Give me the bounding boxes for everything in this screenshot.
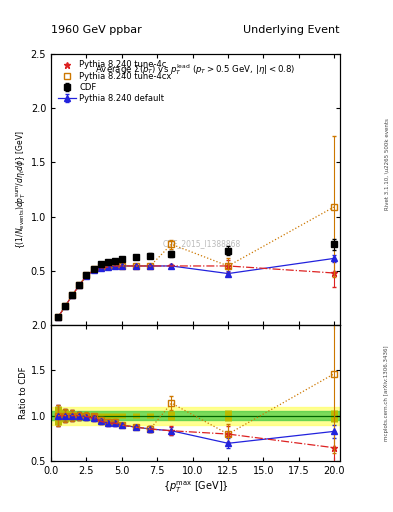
Pythia 8.240 tune-4c bbox=[105, 264, 110, 270]
Bar bbox=[51, 411, 340, 420]
Pythia 8.240 tune-4c bbox=[70, 292, 75, 298]
Pythia 8.240 tune-4cx bbox=[148, 263, 152, 269]
Pythia 8.240 tune-4c bbox=[77, 282, 82, 288]
Pythia 8.240 tune-4c bbox=[332, 270, 337, 276]
Pythia 8.240 tune-4cx bbox=[112, 262, 117, 268]
Pythia 8.240 tune-4cx bbox=[56, 314, 61, 320]
Pythia 8.240 tune-4c bbox=[226, 263, 230, 269]
Pythia 8.240 tune-4cx bbox=[77, 282, 82, 288]
Line: Pythia 8.240 tune-4c: Pythia 8.240 tune-4c bbox=[55, 263, 338, 321]
Pythia 8.240 tune-4cx bbox=[134, 263, 138, 269]
Pythia 8.240 tune-4c bbox=[119, 263, 124, 269]
Line: Pythia 8.240 tune-4cx: Pythia 8.240 tune-4cx bbox=[55, 204, 338, 320]
Pythia 8.240 tune-4c bbox=[169, 263, 174, 269]
Text: Rivet 3.1.10, \u2265 500k events: Rivet 3.1.10, \u2265 500k events bbox=[384, 118, 389, 210]
Pythia 8.240 tune-4cx bbox=[119, 263, 124, 269]
Legend: Pythia 8.240 tune-4c, Pythia 8.240 tune-4cx, CDF, Pythia 8.240 default: Pythia 8.240 tune-4c, Pythia 8.240 tune-… bbox=[55, 58, 174, 105]
Pythia 8.240 tune-4c bbox=[63, 303, 68, 309]
Bar bbox=[51, 407, 340, 424]
Pythia 8.240 tune-4c bbox=[148, 263, 152, 269]
Y-axis label: $\{(1/N_{\rm events}) dp_T^{\rm sum}/d\eta_t d\phi\}$ [GeV]: $\{(1/N_{\rm events}) dp_T^{\rm sum}/d\e… bbox=[15, 130, 28, 249]
Pythia 8.240 tune-4cx bbox=[70, 292, 75, 298]
Pythia 8.240 tune-4cx bbox=[169, 241, 174, 247]
Pythia 8.240 tune-4c bbox=[112, 263, 117, 269]
Text: CDF_2015_I1388868: CDF_2015_I1388868 bbox=[162, 239, 241, 248]
Pythia 8.240 tune-4cx bbox=[63, 303, 68, 309]
Pythia 8.240 tune-4cx bbox=[91, 266, 96, 272]
Pythia 8.240 tune-4cx bbox=[105, 263, 110, 269]
Text: mcplots.cern.ch [arXiv:1306.3436]: mcplots.cern.ch [arXiv:1306.3436] bbox=[384, 345, 389, 441]
Text: Underlying Event: Underlying Event bbox=[243, 25, 340, 35]
Pythia 8.240 tune-4c bbox=[134, 263, 138, 269]
Pythia 8.240 tune-4c bbox=[91, 267, 96, 273]
Y-axis label: Ratio to CDF: Ratio to CDF bbox=[19, 367, 28, 419]
Pythia 8.240 tune-4cx bbox=[332, 204, 337, 210]
Pythia 8.240 tune-4c bbox=[56, 314, 61, 320]
Pythia 8.240 tune-4c bbox=[84, 273, 89, 279]
Pythia 8.240 tune-4c bbox=[98, 265, 103, 271]
Text: Average $\Sigma(p_T)$ vs $p_T^{\rm lead}$ ($p_T > 0.5$ GeV, $|\eta| < 0.8$): Average $\Sigma(p_T)$ vs $p_T^{\rm lead}… bbox=[95, 62, 296, 77]
Pythia 8.240 tune-4cx bbox=[226, 263, 230, 269]
Text: 1960 GeV ppbar: 1960 GeV ppbar bbox=[51, 25, 142, 35]
Pythia 8.240 tune-4cx bbox=[84, 272, 89, 278]
Pythia 8.240 tune-4cx bbox=[98, 264, 103, 270]
X-axis label: $\{p_T^{\rm max}$ [GeV]$\}$: $\{p_T^{\rm max}$ [GeV]$\}$ bbox=[163, 480, 228, 495]
